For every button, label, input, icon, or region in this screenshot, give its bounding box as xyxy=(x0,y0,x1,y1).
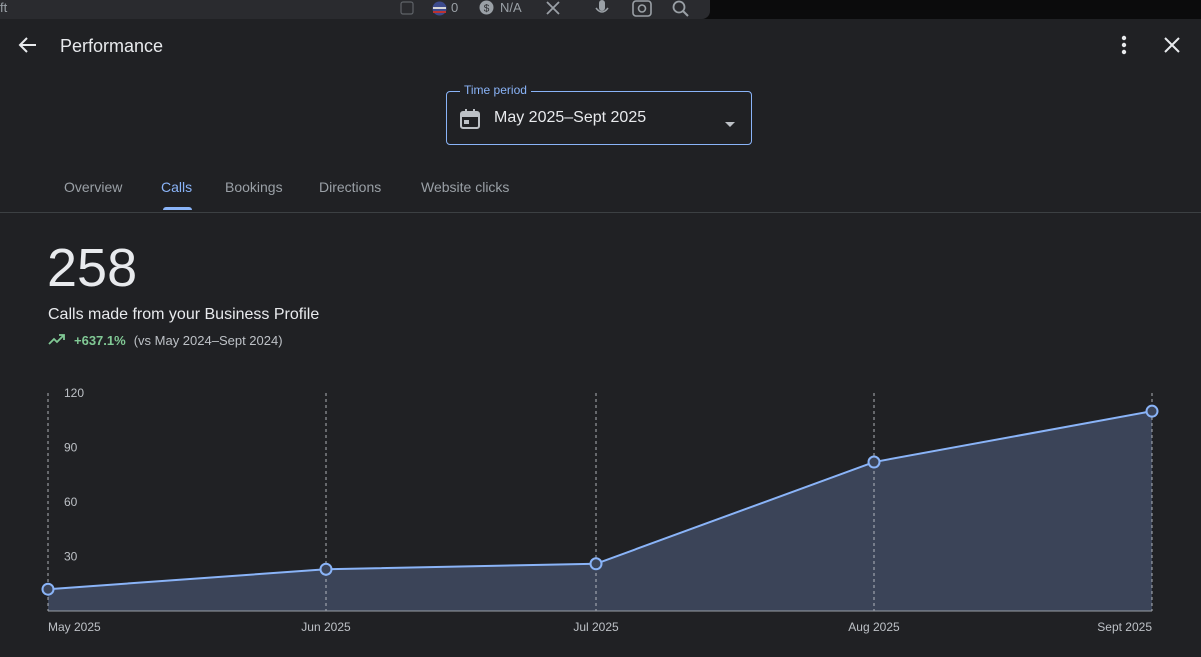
checkbox-icon[interactable] xyxy=(400,1,414,20)
data-point xyxy=(319,562,333,576)
data-point xyxy=(867,455,881,469)
arrow-back-icon xyxy=(18,35,38,60)
calls-total: 258 xyxy=(47,238,138,298)
x-tick-label: Jul 2025 xyxy=(573,620,619,634)
toolbar-left-text: ft xyxy=(0,0,8,15)
toolbar-counter: 0 xyxy=(451,0,459,15)
x-tick-label: Jun 2025 xyxy=(301,620,351,634)
y-tick-label: 60 xyxy=(64,495,78,509)
metric-description: Calls made from your Business Profile xyxy=(48,306,320,323)
data-point xyxy=(41,582,55,596)
lens-icon[interactable] xyxy=(632,0,652,23)
page-title: Performance xyxy=(60,36,164,56)
svg-text:$: $ xyxy=(484,4,490,15)
dollar-icon: $ xyxy=(479,0,494,20)
close-icon[interactable] xyxy=(545,0,561,21)
close-dialog-button[interactable] xyxy=(1152,27,1192,67)
active-tab-indicator xyxy=(163,207,192,210)
tab-calls[interactable]: Calls xyxy=(161,179,193,195)
x-tick-label: Sept 2025 xyxy=(1097,620,1152,634)
metric-change-row: +637.1% (vs May 2024–Sept 2024) xyxy=(48,333,283,348)
time-period-value: May 2025–Sept 2025 xyxy=(494,109,647,126)
flag-icon xyxy=(432,1,447,21)
data-point xyxy=(589,557,603,571)
tab-website-clicks[interactable]: Website clicks xyxy=(421,179,510,195)
change-comparison: (vs May 2024–Sept 2024) xyxy=(133,333,283,348)
tab-directions[interactable]: Directions xyxy=(319,179,382,195)
tab-bookings[interactable]: Bookings xyxy=(225,179,283,195)
y-tick-label: 90 xyxy=(64,441,78,455)
time-period-select[interactable] xyxy=(446,91,752,145)
back-button[interactable] xyxy=(8,27,48,67)
y-tick-label: 120 xyxy=(64,386,84,400)
close-icon xyxy=(1163,36,1181,59)
more-vert-icon xyxy=(1121,35,1127,60)
time-period-label: Time period xyxy=(460,83,531,97)
toolbar-price: N/A xyxy=(500,0,522,15)
tab-overview[interactable]: Overview xyxy=(64,179,123,195)
x-tick-label: Aug 2025 xyxy=(848,620,900,634)
calendar-icon xyxy=(459,108,481,135)
y-tick-label: 30 xyxy=(64,550,78,564)
browser-toolbar-bar xyxy=(0,0,710,19)
area-fill xyxy=(48,411,1152,611)
trending-up-icon xyxy=(48,333,66,348)
tab-bar: Overview Calls Bookings Directions Websi… xyxy=(0,170,1201,213)
x-tick-label: May 2025 xyxy=(48,620,101,634)
data-point xyxy=(1145,404,1159,418)
more-options-button[interactable] xyxy=(1104,27,1144,67)
mic-icon[interactable] xyxy=(594,0,610,23)
search-icon[interactable] xyxy=(672,0,690,23)
dropdown-arrow-icon xyxy=(724,116,736,134)
browser-toolbar: ft 0 $ N/A xyxy=(0,0,1201,19)
calls-area-chart: 30 60 90 120 May 2025 Jun 2025 Jul 2025 Aug 202… xyxy=(41,386,1159,634)
change-percent: +637.1% xyxy=(74,333,126,348)
